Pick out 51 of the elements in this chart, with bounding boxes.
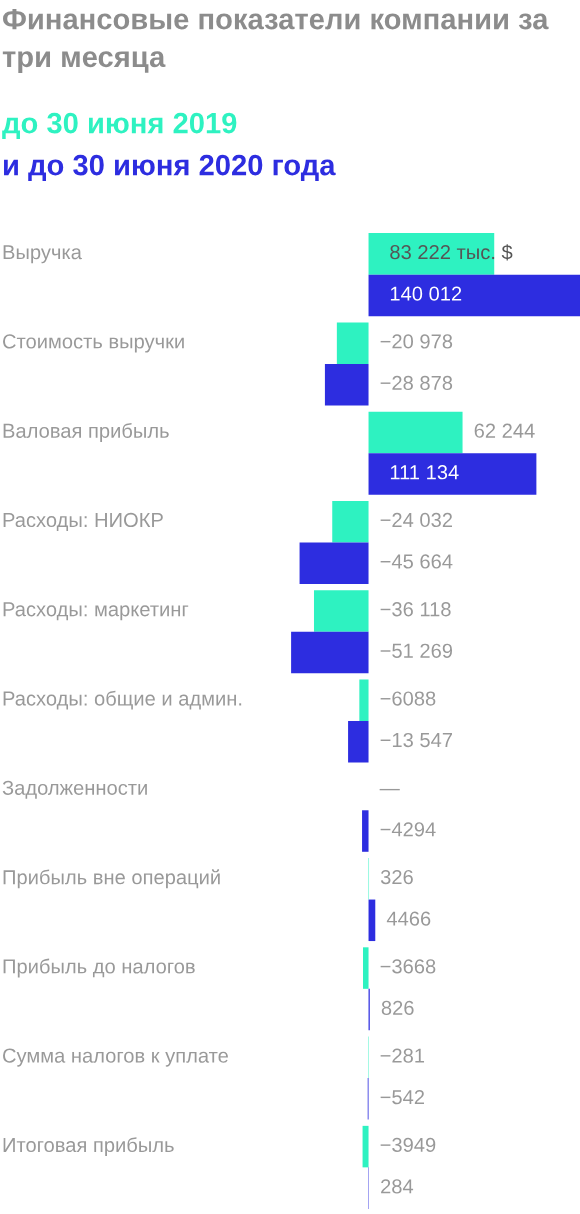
- y-tick-label: Стоимость выручки: [3, 334, 184, 353]
- bar: [363, 947, 369, 989]
- text: —: [379, 788, 400, 791]
- data-label: 140 012: [390, 286, 462, 301]
- y-tick-label: Прибыль вне операций: [3, 869, 220, 889]
- data-label: −13 547: [380, 732, 452, 748]
- bar: [324, 363, 369, 406]
- bar: [362, 810, 369, 852]
- y-tick-label: Сумма налогов к уплате: [3, 1048, 228, 1067]
- bar: [313, 590, 369, 632]
- y-tick-label: Выручка: [3, 245, 82, 264]
- bar: [332, 500, 369, 543]
- y-tick-label: Прибыль до налогов: [3, 958, 195, 978]
- y-tick-label: Валовая прибыль: [3, 422, 169, 442]
- bar: [336, 322, 369, 364]
- y-tick-label: Итоговая прибыль: [3, 1137, 174, 1157]
- data-label: 111 134: [390, 465, 459, 480]
- bar: [368, 233, 495, 275]
- data-label: −6088: [380, 691, 436, 706]
- chart-title: Финансовые показатели компании за три месяца: [2, 8, 549, 73]
- data-label: −4294: [380, 822, 436, 837]
- data-label: −20 978: [380, 334, 453, 349]
- data-label: 62 244: [474, 423, 535, 438]
- data-label: −3949: [380, 1137, 436, 1153]
- bar: [368, 453, 537, 495]
- bar: [348, 721, 369, 763]
- data-label: −36 118: [380, 602, 451, 617]
- data-label: −45 664: [380, 554, 453, 569]
- bar: [291, 631, 369, 674]
- data-label: −3668: [380, 959, 436, 974]
- data-label: −51 269: [380, 643, 453, 658]
- y-tick-label: Расходы: маркетинг: [3, 602, 189, 621]
- text: до 30 июня 2019: [2, 112, 237, 139]
- data-label: 326: [380, 869, 413, 885]
- data-label: 4466: [386, 911, 431, 926]
- y-tick-label: Расходы: НИОКР: [3, 512, 163, 531]
- data-label: −24 032: [380, 512, 452, 528]
- data-label: −28 878: [380, 375, 453, 391]
- data-label: 826: [381, 1000, 414, 1015]
- bar: [368, 411, 463, 454]
- data-label: 83 222 тыс. $: [390, 244, 513, 261]
- y-tick-label: Задолженности: [2, 780, 147, 799]
- y-tick-label: Расходы: общие и админ.: [3, 690, 242, 710]
- data-label: −281: [380, 1048, 425, 1063]
- data-label: 284: [381, 1179, 414, 1194]
- bar: [359, 679, 369, 721]
- text: и до 30 июня 2020 года: [4, 154, 336, 181]
- bar: [368, 274, 580, 317]
- bar: [299, 542, 369, 584]
- data-label: −542: [380, 1089, 424, 1105]
- bar: [362, 1125, 369, 1168]
